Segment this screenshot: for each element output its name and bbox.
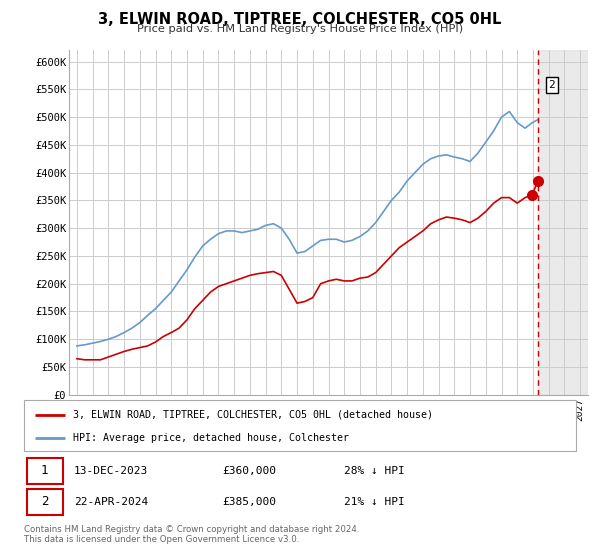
Text: 21% ↓ HPI: 21% ↓ HPI — [344, 497, 405, 507]
Text: 1: 1 — [41, 464, 49, 477]
Text: £360,000: £360,000 — [223, 466, 277, 475]
Text: Contains HM Land Registry data © Crown copyright and database right 2024.: Contains HM Land Registry data © Crown c… — [24, 525, 359, 534]
FancyBboxPatch shape — [27, 458, 62, 484]
Text: HPI: Average price, detached house, Colchester: HPI: Average price, detached house, Colc… — [73, 433, 349, 443]
Bar — [538, 50, 588, 395]
Text: 2: 2 — [41, 495, 49, 508]
FancyBboxPatch shape — [27, 488, 62, 515]
Text: This data is licensed under the Open Government Licence v3.0.: This data is licensed under the Open Gov… — [24, 535, 299, 544]
Text: 3, ELWIN ROAD, TIPTREE, COLCHESTER, CO5 0HL: 3, ELWIN ROAD, TIPTREE, COLCHESTER, CO5 … — [98, 12, 502, 27]
Text: 28% ↓ HPI: 28% ↓ HPI — [344, 466, 405, 475]
Text: Price paid vs. HM Land Registry's House Price Index (HPI): Price paid vs. HM Land Registry's House … — [137, 24, 463, 34]
FancyBboxPatch shape — [24, 400, 576, 451]
Text: 13-DEC-2023: 13-DEC-2023 — [74, 466, 148, 475]
Text: 3, ELWIN ROAD, TIPTREE, COLCHESTER, CO5 0HL (detached house): 3, ELWIN ROAD, TIPTREE, COLCHESTER, CO5 … — [73, 409, 433, 419]
Text: 2: 2 — [548, 80, 555, 90]
Text: £385,000: £385,000 — [223, 497, 277, 507]
Text: 22-APR-2024: 22-APR-2024 — [74, 497, 148, 507]
